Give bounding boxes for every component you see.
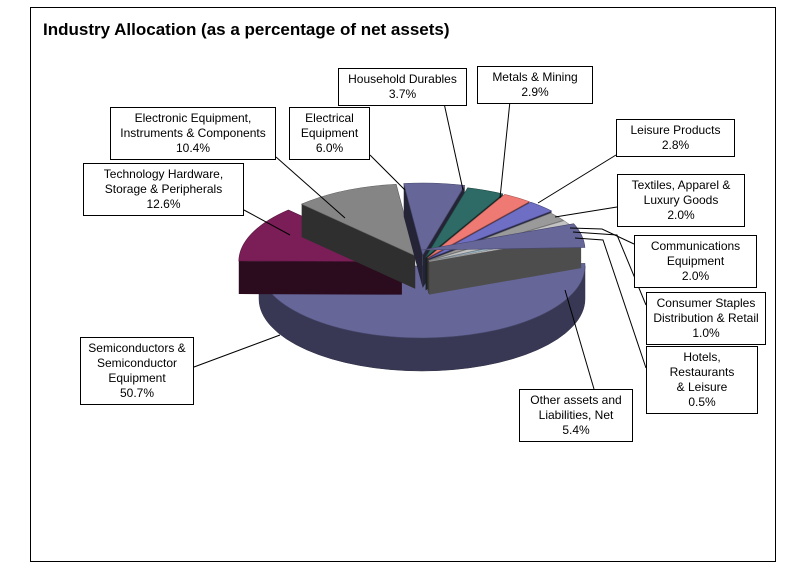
slice-value-label: 10.4%	[175, 141, 211, 155]
leader-line-3	[275, 156, 346, 219]
data-label-9: Communications Equipment 2.0%	[634, 235, 757, 288]
leader-line-9	[569, 227, 635, 245]
data-label-4: Electrical Equipment 6.0%	[289, 107, 370, 160]
slice-value-label: 3.7%	[388, 87, 417, 101]
slice-label: Electronic Equipment, Instruments & Comp…	[120, 111, 266, 140]
chart-title: Industry Allocation (as a percentage of …	[43, 20, 450, 39]
slice-label: Semiconductors & Semiconductor Equipment	[88, 341, 186, 385]
pie-slice-top	[403, 182, 466, 256]
slice-value-label: 5.4%	[562, 423, 590, 437]
slice-label: Hotels, Restaurants & Leisure	[669, 350, 735, 394]
leader-line-4	[369, 154, 406, 191]
data-label-7: Leisure Products 2.8%	[616, 119, 735, 157]
slice-value-label: 6.0%	[315, 141, 344, 155]
pie-slice-top	[427, 194, 531, 259]
leader-line-2	[243, 209, 291, 236]
slice-value-label: 2.0%	[667, 208, 695, 222]
slice-label: Textiles, Apparel & Luxury Goods	[631, 178, 731, 207]
slice-value-label: 0.5%	[688, 395, 716, 409]
slice-value-label: 2.9%	[521, 85, 549, 99]
pie-slice-cut-face	[429, 235, 582, 295]
data-label-6: Metals & Mining 2.9%	[477, 66, 593, 104]
data-label-12: Other assets and Liabilities, Net 5.4%	[519, 389, 633, 442]
slice-value-label: 2.8%	[661, 138, 690, 152]
slice-value-label: 2.0%	[681, 269, 710, 283]
pie-slice-12	[421, 223, 586, 251]
pie-slice-cut-face	[301, 204, 416, 289]
data-label-10: Consumer Staples Distribution & Retail 1.…	[646, 292, 766, 345]
leader-line-6	[499, 100, 511, 199]
leader-line-12	[564, 289, 595, 390]
pie-slice-3	[300, 183, 416, 289]
leader-line-5	[443, 102, 464, 191]
slice-label: Leisure Products	[630, 123, 721, 137]
data-label-2: Technology Hardware, Storage & Periphera…	[83, 163, 244, 216]
slice-label: Consumer Staples Distribution & Retail	[653, 296, 759, 325]
data-label-1: Semiconductors & Semiconductor Equipment…	[80, 337, 194, 405]
data-label-3: Electronic Equipment, Instruments & Comp…	[110, 107, 276, 160]
leader-line-7	[537, 154, 617, 204]
slice-label: Communications Equipment	[650, 239, 741, 268]
pie-slice-top	[300, 183, 416, 257]
slice-label: Electrical Equipment	[300, 111, 359, 140]
leader-line-11	[574, 237, 647, 369]
slice-value-label: 1.0%	[692, 326, 720, 340]
data-label-11: Hotels, Restaurants & Leisure 0.5%	[646, 346, 758, 414]
slice-label: Household Durables	[348, 72, 457, 86]
pie-slice-top	[421, 223, 586, 251]
leader-line-1	[193, 334, 281, 368]
data-label-8: Textiles, Apparel & Luxury Goods 2.0%	[617, 174, 745, 227]
slice-label: Technology Hardware, Storage & Periphera…	[103, 167, 224, 196]
leader-line-8	[554, 206, 618, 218]
pie-slice-cut-face	[403, 183, 423, 289]
data-label-5: Household Durables 3.7%	[338, 68, 467, 106]
slice-label: Metals & Mining	[492, 70, 578, 84]
slice-value-label: 12.6%	[146, 197, 181, 211]
pie-slice-top	[425, 187, 504, 258]
slice-label: Other assets and Liabilities, Net	[530, 393, 622, 422]
slice-value-label: 50.7%	[119, 386, 155, 400]
